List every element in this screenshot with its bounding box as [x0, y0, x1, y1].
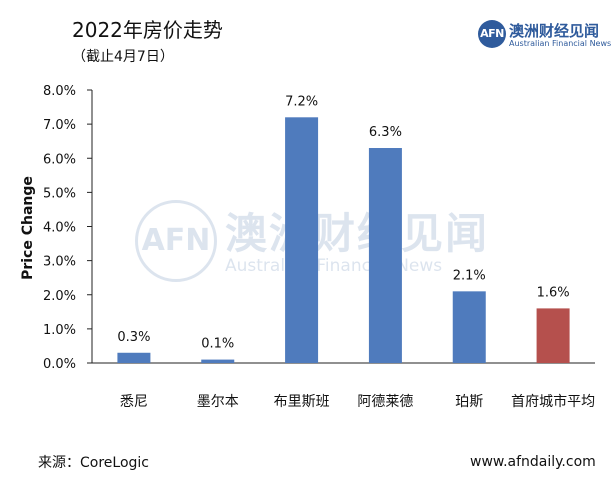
- bar-data-label: 0.3%: [117, 330, 150, 345]
- y-tick-label: 2.0%: [43, 289, 76, 304]
- bar: [201, 359, 235, 363]
- x-category-label: 首府城市平均: [511, 393, 595, 410]
- x-category-label: 布里斯班: [274, 394, 330, 410]
- chart-subtitle: （截止4月7日）: [72, 49, 174, 65]
- bar: [285, 117, 319, 363]
- chart-title: 2022年房价走势: [72, 18, 223, 42]
- bar: [452, 291, 486, 363]
- bar-data-label: 1.6%: [537, 285, 570, 300]
- y-tick-label: 6.0%: [43, 152, 76, 167]
- afn-logo-icon: AFN: [478, 20, 506, 48]
- y-tick-label: 7.0%: [43, 118, 76, 133]
- x-category-label: 阿德莱德: [357, 394, 413, 410]
- bar-data-label: 7.2%: [285, 94, 318, 109]
- x-category-label: 悉尼: [120, 394, 148, 410]
- y-tick-label: 1.0%: [43, 323, 76, 338]
- x-category-label: 墨尔本: [197, 394, 239, 410]
- y-tick-label: 3.0%: [43, 255, 76, 270]
- bar: [368, 148, 402, 363]
- y-tick-label: 4.0%: [43, 221, 76, 236]
- y-tick-label: 5.0%: [43, 186, 76, 201]
- afn-logo-name-en: Australian Financial News: [509, 39, 612, 48]
- source-note: 来源：CoreLogic: [38, 455, 149, 471]
- afn-logo-name-cn: 澳洲财经见闻: [509, 22, 600, 40]
- bar-data-label: 2.1%: [453, 268, 486, 283]
- y-tick-label: 8.0%: [43, 84, 76, 99]
- bar-data-label: 6.3%: [369, 125, 402, 140]
- y-axis-title: Price Change: [20, 176, 36, 280]
- y-tick-label: 0.0%: [43, 357, 76, 372]
- bar: [117, 352, 151, 363]
- bar: [536, 308, 570, 363]
- x-category-label: 珀斯: [455, 394, 483, 410]
- bar-data-label: 0.1%: [201, 337, 234, 352]
- afn-logo: AFN 澳洲财经见闻 Australian Financial News: [478, 20, 612, 50]
- site-url: www.afndaily.com: [470, 454, 596, 470]
